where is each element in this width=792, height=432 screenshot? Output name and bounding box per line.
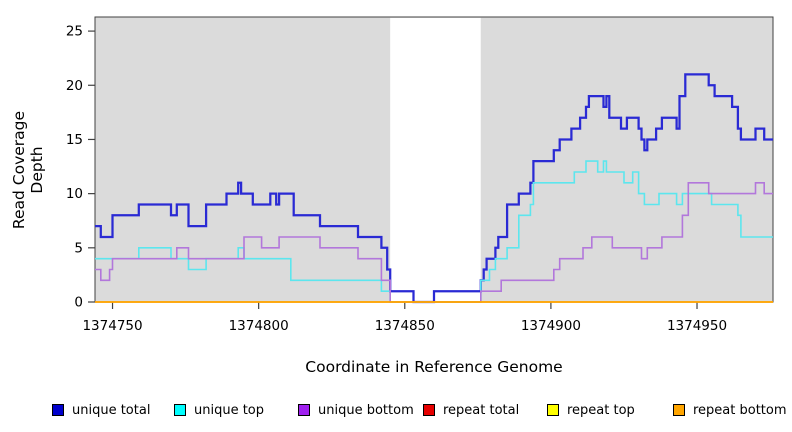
x-tick-label: 1374750	[82, 318, 142, 334]
legend-item-repeat-bottom: repeat bottom	[673, 402, 787, 418]
x-tick-label: 1374950	[667, 318, 727, 334]
legend-label: unique top	[194, 402, 265, 418]
series-unique-total	[95, 73, 773, 304]
y-tick-label: 20	[66, 78, 83, 94]
y-axis-title: Read Coverage Depth	[10, 110, 46, 230]
y-tick-label: 0	[74, 295, 83, 311]
legend-label: unique bottom	[318, 402, 414, 418]
legend-item-unique-bottom: unique bottom	[298, 402, 414, 418]
legend-item-unique-total: unique total	[52, 402, 150, 418]
y-tick-label: 25	[66, 24, 83, 40]
x-tick-label: 1374800	[229, 318, 289, 334]
y-tick-label: 5	[74, 240, 83, 256]
x-tick-label: 1374850	[375, 318, 435, 334]
legend-item-repeat-top: repeat top	[547, 402, 635, 418]
highlight-region	[390, 17, 481, 303]
unique-top-swatch-icon	[174, 404, 186, 416]
repeat-bottom-swatch-icon	[673, 404, 685, 416]
legend: unique total unique top unique bottom re…	[0, 402, 792, 422]
x-axis-title: Coordinate in Reference Genome	[305, 358, 563, 376]
series-unique-top	[95, 160, 773, 303]
legend-label: repeat total	[443, 402, 520, 418]
legend-item-repeat-total: repeat total	[423, 402, 519, 418]
legend-item-unique-top: unique top	[174, 402, 264, 418]
unique-bottom-swatch-icon	[298, 404, 310, 416]
series-unique-bottom	[95, 182, 773, 303]
unique-total-swatch-icon	[52, 404, 64, 416]
y-tick-label: 10	[66, 186, 83, 202]
legend-label: repeat top	[567, 402, 635, 418]
repeat-top-swatch-icon	[547, 404, 559, 416]
legend-label: unique total	[72, 402, 151, 418]
legend-label: repeat bottom	[693, 402, 787, 418]
repeat-total-swatch-icon	[423, 404, 435, 416]
x-tick-label: 1374900	[521, 318, 581, 334]
y-tick-label: 15	[66, 132, 83, 148]
